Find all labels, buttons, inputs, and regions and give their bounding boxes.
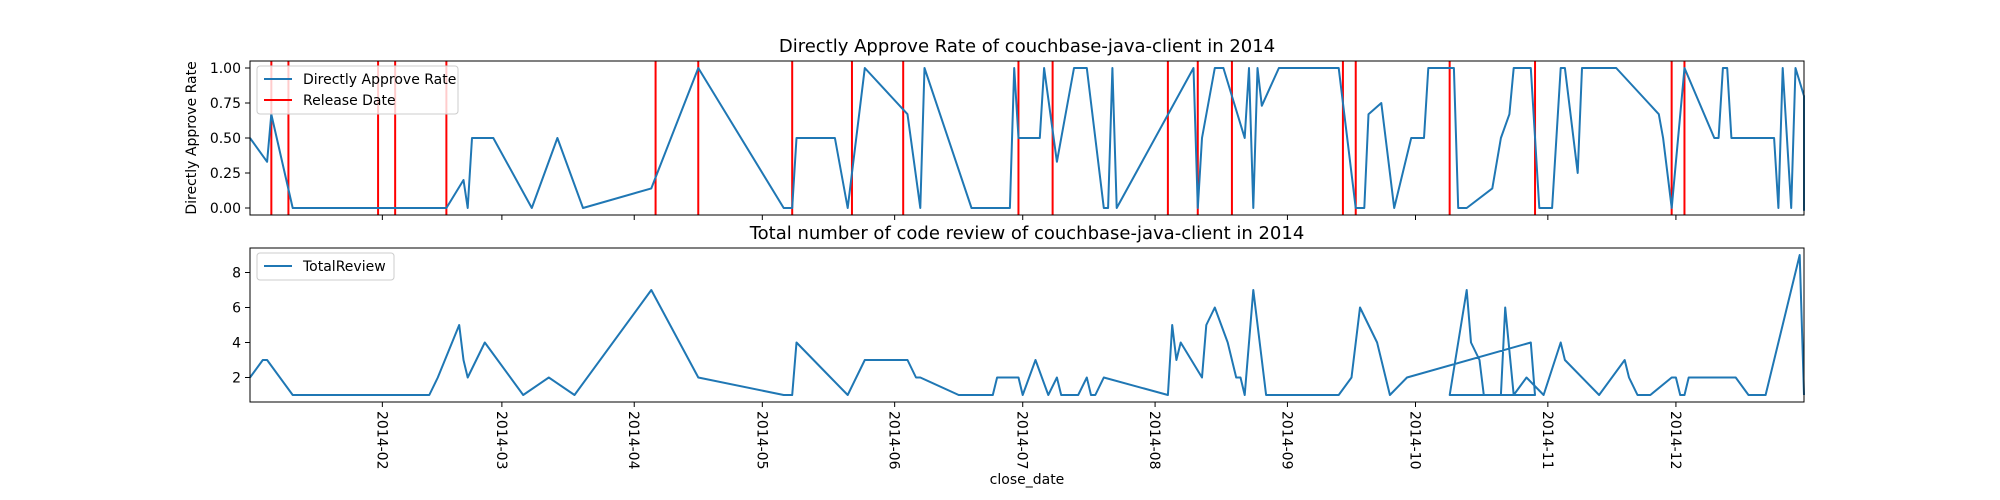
bottom-xtick-label: 2014-12: [1667, 411, 1683, 470]
top-legend-label-release: Release Date: [303, 93, 396, 109]
bottom-xtick-label: 2014-06: [886, 411, 902, 470]
top-ytick-label: 0.75: [210, 96, 241, 112]
bottom-chart-title: Total number of code review of couchbase…: [749, 223, 1305, 244]
bottom-ytick-label: 4: [232, 336, 241, 352]
top-ytick-label: 0.25: [210, 166, 241, 182]
top-chart-ylabel: Directly Approve Rate: [184, 61, 200, 214]
bottom-xtick-label: 2014-08: [1146, 411, 1162, 470]
top-chart-legend: Directly Approve Rate Release Date: [256, 65, 459, 115]
top-chart-yticks: 0.00 0.25 0.50 0.75 1.00: [210, 61, 250, 217]
top-chart-frame: [249, 60, 1805, 216]
bottom-xtick-label: 2014-11: [1539, 411, 1555, 470]
top-ytick-label: 0.50: [210, 131, 241, 147]
top-legend-box: [256, 65, 459, 115]
bottom-xtick-label: 2014-09: [1278, 411, 1294, 470]
bottom-chart-xlabel: close_date: [990, 472, 1065, 488]
top-ytick-label: 1.00: [210, 61, 241, 77]
bottom-chart-yticks: 2 4 6 8: [232, 266, 250, 387]
bottom-xtick-label: 2014-03: [493, 411, 509, 470]
bottom-xtick-label: 2014-05: [753, 411, 769, 470]
bottom-xtick-label: 2014-07: [1014, 411, 1030, 470]
bottom-chart: Total number of code review of couchbase…: [232, 223, 1805, 488]
bottom-ytick-label: 6: [232, 301, 241, 317]
top-chart-title: Directly Approve Rate of couchbase-java-…: [779, 36, 1275, 57]
bottom-ytick-label: 8: [232, 266, 241, 282]
top-chart-series: [249, 67, 1805, 211]
top-chart-xticks: [381, 215, 1677, 220]
bottom-xtick-label: 2014-02: [373, 411, 389, 470]
top-legend-label-rate: Directly Approve Rate: [303, 72, 456, 88]
bottom-chart-series: [249, 254, 1805, 396]
top-chart: Directly Approve Rate of couchbase-java-…: [184, 36, 1805, 220]
bottom-legend-box: [256, 252, 395, 281]
bottom-ytick-label: 2: [232, 371, 241, 387]
bottom-xtick-label: 2014-04: [625, 411, 641, 470]
bottom-chart-xticks: 2014-02 2014-03 2014-04 2014-05 2014-06 2014-…: [373, 402, 1683, 470]
bottom-xtick-label: 2014-10: [1407, 411, 1423, 470]
bottom-series-line: [249, 254, 1805, 396]
bottom-chart-frame: [249, 247, 1805, 403]
top-series-line: [249, 67, 1805, 211]
bottom-legend-label-total: TotalReview: [302, 259, 386, 275]
top-ytick-label: 0.00: [210, 201, 241, 217]
bottom-chart-legend: TotalReview: [256, 252, 395, 281]
